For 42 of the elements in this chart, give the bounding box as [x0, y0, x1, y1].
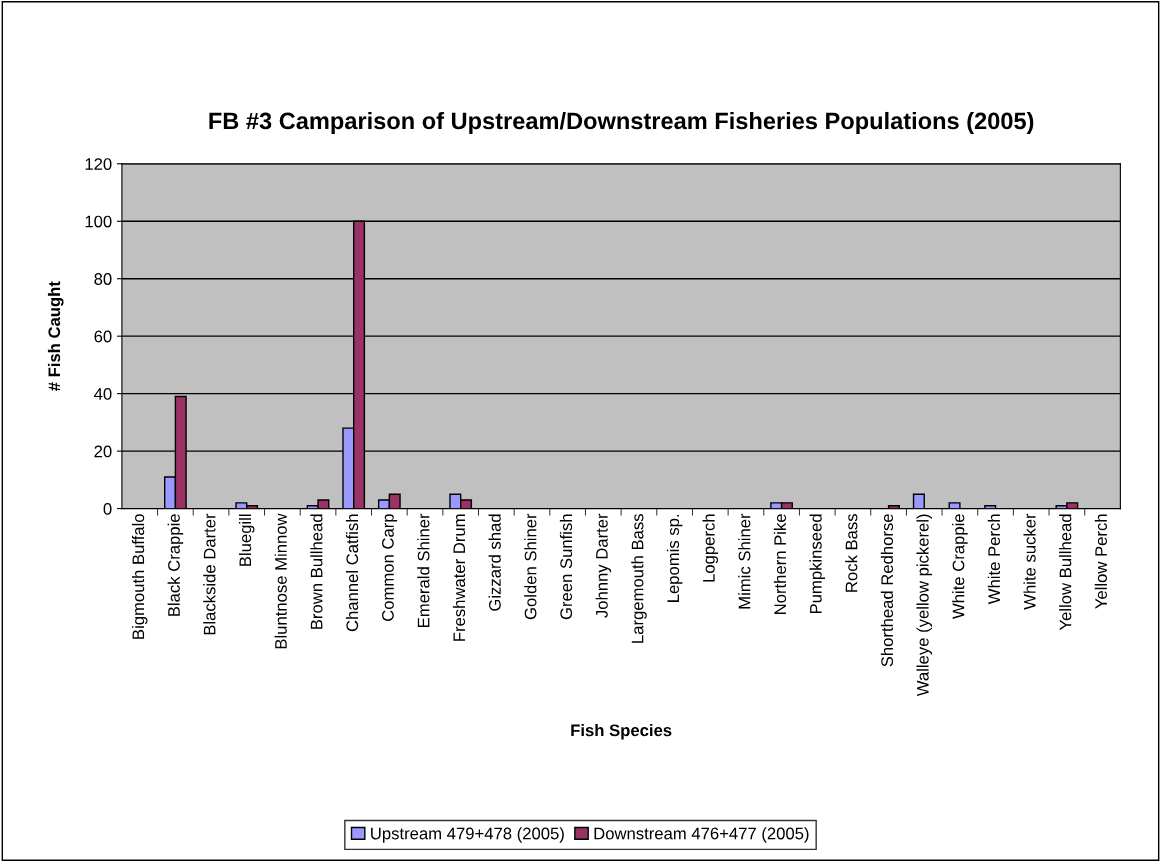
y-tick-label: 60: [94, 330, 112, 343]
y-axis-title: # Fish Caught: [47, 281, 64, 391]
bar: [912, 493, 925, 509]
x-tick-label: Emerald Shiner: [417, 513, 430, 627]
y-tick-label: 0: [103, 502, 112, 515]
legend-label: Upstream 479+478 (2005): [371, 827, 564, 843]
x-tick-label: Northern Pike: [773, 514, 787, 614]
chart-title: FB #3 Camparison of Upstream/Downstream Fisheries Populations (2005): [209, 111, 1034, 134]
x-tick-label: Johnny Darter: [595, 513, 612, 618]
y-tick-label: 80: [94, 273, 112, 285]
y-tick-label: 20: [94, 445, 112, 458]
bar: [948, 502, 961, 509]
x-tick-label: Bluntnose Minnow: [274, 513, 287, 649]
x-tick-label: Green Sunfish: [559, 514, 573, 620]
x-tick-label: Black Crappie: [167, 514, 184, 616]
x-tick-label: Gizzard shad: [488, 514, 501, 611]
x-axis-title: Fish Species: [571, 723, 672, 740]
x-tick-label: White Perch: [987, 514, 1001, 605]
y-tick-label: 120: [85, 158, 112, 170]
x-tick-label: Rock Bass: [845, 514, 858, 592]
x-tick-label: White Crappie: [952, 514, 968, 619]
x-tick-label: Brown Bullhead: [310, 514, 323, 629]
x-tick-label: Freshwater Drum: [452, 514, 466, 641]
x-tick-label: Golden Shiner: [524, 513, 537, 620]
x-tick-label: Shorthead Redhorse: [880, 514, 894, 667]
y-tick-label: 40: [94, 388, 112, 400]
x-tick-label: Lepomis sp.: [666, 514, 683, 602]
x-tick-label: Mimic Shiner: [738, 513, 751, 609]
x-tick-label: Blackside Darter: [203, 513, 216, 635]
legend-label: Downstream 476+477 (2005): [594, 827, 809, 843]
x-tick-label: Yellow Bullhead: [1059, 514, 1072, 631]
x-tick-label: Yellow Perch: [1094, 514, 1108, 609]
x-tick-label: White sucker: [1023, 513, 1036, 610]
x-tick-label: Logperch: [702, 514, 719, 582]
x-tick-label: Pumpkinseed: [809, 514, 826, 614]
x-tick-label: Bigmouth Buffalo: [131, 514, 148, 639]
x-tick-label: Walleye (yellow pickerel): [916, 514, 933, 697]
x-tick-label: Channel Catfish: [345, 514, 359, 632]
x-tick-label: Common Carp: [382, 514, 398, 621]
x-tick-label: Largemouth Bass: [631, 514, 647, 643]
x-tick-label: Bluegill: [238, 514, 255, 566]
y-tick-label: 100: [85, 215, 112, 228]
